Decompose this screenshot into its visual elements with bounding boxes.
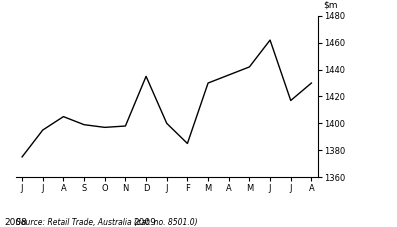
Text: Source: Retail Trade, Australia (cat. no. 8501.0): Source: Retail Trade, Australia (cat. no…: [16, 218, 197, 227]
Text: $m: $m: [324, 0, 338, 10]
Text: 2008: 2008: [4, 218, 27, 227]
Text: 2009: 2009: [134, 218, 157, 227]
